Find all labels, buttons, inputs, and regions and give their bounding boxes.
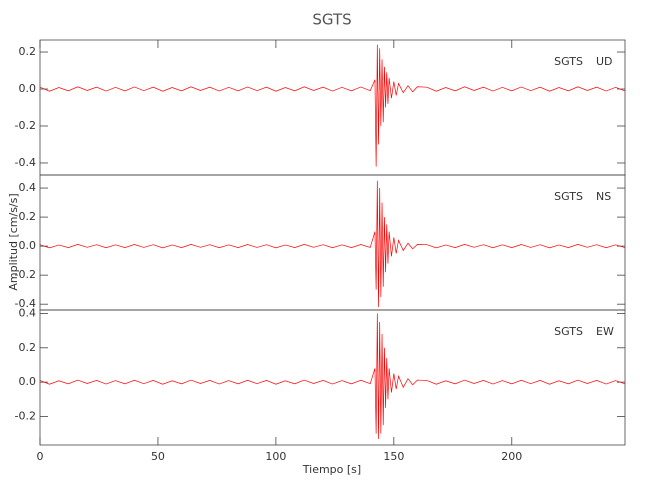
y-tick-label: -0.2	[15, 119, 36, 132]
y-tick-label: 0.0	[19, 239, 37, 252]
chart-title: SGTS	[312, 11, 351, 29]
panel-frame	[39, 309, 626, 446]
y-tick-label: 0.4	[19, 306, 37, 319]
waveform	[40, 44, 625, 167]
waveform	[40, 180, 625, 308]
x-tick-label: 50	[151, 450, 165, 463]
x-tick-label: 0	[37, 450, 44, 463]
station-label: SGTS	[554, 55, 583, 68]
y-tick-label: 0.0	[19, 82, 37, 95]
y-tick-label: -0.4	[15, 297, 36, 310]
y-tick-label: 0.4	[19, 181, 37, 194]
y-tick-label: 0.2	[19, 210, 37, 223]
component-label: EW	[596, 325, 614, 338]
x-tick-label: 200	[501, 450, 522, 463]
y-tick-label: -0.2	[15, 409, 36, 422]
y-tick-label: 0.2	[19, 45, 37, 58]
station-label: SGTS	[554, 325, 583, 338]
panel-frame	[39, 39, 626, 176]
y-tick-label: 0.2	[19, 341, 37, 354]
x-axis-label: Tiempo [s]	[302, 463, 361, 476]
waveform	[40, 313, 625, 439]
y-tick-label: -0.4	[15, 156, 36, 169]
x-tick-label: 100	[265, 450, 286, 463]
x-tick-label: 150	[383, 450, 404, 463]
y-tick-label: 0.0	[19, 375, 37, 388]
component-label: NS	[596, 190, 611, 203]
station-label: SGTS	[554, 190, 583, 203]
panel-frame	[39, 174, 626, 311]
component-label: UD	[596, 55, 613, 68]
y-tick-label: -0.2	[15, 268, 36, 281]
y-axis-label: Amplitud [cm/s/s]	[7, 193, 20, 290]
